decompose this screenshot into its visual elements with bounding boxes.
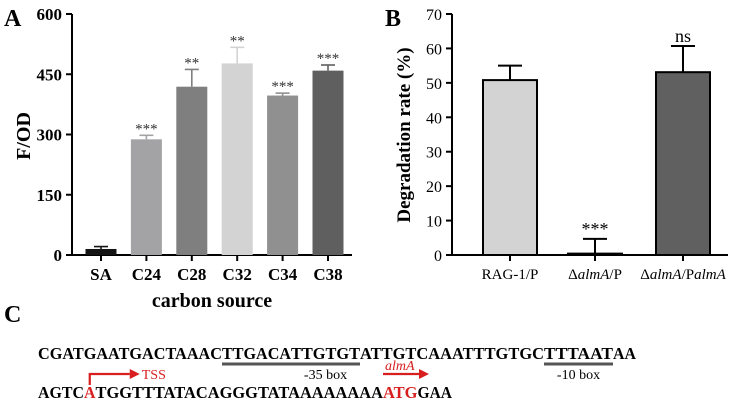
chart-a-bar — [85, 248, 117, 255]
chart-a-significance: *** — [135, 121, 158, 137]
chart-b-y-tick-label: 40 — [426, 110, 442, 127]
chart-b-significance: *** — [582, 219, 609, 239]
chart-b-y-tick-label: 10 — [426, 214, 442, 231]
minus-10-box-label: -10 box — [557, 368, 600, 383]
chart-b: 010203040506070RAG-1/P***ΔalmA/PnsΔalmA/… — [394, 7, 728, 283]
chart-b-category-label-part: Δ — [568, 267, 578, 283]
chart-a-y-tick-label: 150 — [37, 186, 63, 205]
chart-a-x-axis-label: carbon source — [152, 290, 272, 312]
minus-35-box-label: -35 box — [304, 368, 347, 383]
sequence-segment: CGATGAATGACTAAAC — [38, 344, 222, 363]
chart-b-category-label-part: almA — [694, 267, 727, 283]
sequence-segment: AGTC — [38, 383, 84, 402]
gene-label: almA — [385, 359, 415, 374]
chart-a-bar — [221, 63, 253, 255]
chart-a-category-label: C28 — [177, 265, 206, 284]
chart-b-category-label-part: /P — [682, 267, 695, 283]
chart-b-y-axis-label: Degradation rate (%) — [394, 47, 415, 222]
chart-b-y-tick-label: 20 — [426, 179, 442, 196]
sequence-segment: A — [84, 383, 96, 402]
panel-label-b: B — [385, 6, 401, 32]
sequence-segment: TTTAAT — [544, 344, 614, 363]
chart-a-significance: ** — [230, 33, 245, 49]
tss-arrow-icon — [88, 372, 130, 385]
chart-b-category-label-part: almA — [650, 267, 683, 283]
sequence-segment: TGGTTTATACAGGGTATAAAAAAAA — [96, 383, 384, 402]
sequence-segment: TTGTGT — [291, 344, 361, 363]
chart-b-category-label-part: Δ — [640, 267, 650, 283]
chart-a-category-label: SA — [90, 265, 112, 284]
chart-b-y-tick-label: 60 — [426, 41, 442, 58]
chart-a-y-tick-label: 600 — [37, 5, 63, 24]
chart-a-category-label: C24 — [132, 265, 162, 284]
panel-label-c: C — [4, 302, 21, 328]
sequence-segment: GAA — [418, 383, 453, 402]
tss-arrowhead-icon — [129, 369, 140, 379]
chart-a-bar — [267, 95, 299, 255]
chart-b-bar — [567, 252, 623, 257]
chart-a-bar — [130, 139, 162, 255]
chart-a-y-axis-label: F/OD — [13, 112, 35, 160]
chart-a-significance: *** — [317, 51, 340, 67]
chart-b-y-tick-label: 0 — [434, 248, 442, 265]
chart-b-category-label-part: almA — [578, 267, 611, 283]
chart-b-category-label-part: /P — [609, 267, 622, 283]
chart-a-category-label: C32 — [223, 265, 252, 284]
chart-b-y-tick-label: 70 — [426, 7, 442, 24]
chart-b-bar — [655, 71, 711, 257]
chart-b-bar — [482, 79, 538, 256]
chart-a-category-label: C34 — [268, 265, 298, 284]
chart-a-category-label: C38 — [313, 265, 342, 284]
chart-a-bar — [312, 70, 344, 255]
gene-arrowhead-icon — [419, 369, 429, 379]
chart-b-category-label: ΔalmA/P — [568, 267, 622, 283]
promoter-sequence: CGATGAATGACTAAAC TTGACA TTGTGT ATTGTCAAATTT… — [38, 344, 637, 402]
chart-b-category-label-part: RAG-1/P — [482, 267, 539, 283]
chart-b-category-label: RAG-1/P — [482, 267, 539, 283]
chart-b-significance: ns — [675, 26, 691, 46]
tss-label: TSS — [142, 368, 166, 383]
sequence-segment: TTGACA — [222, 344, 292, 363]
chart-b-y-tick-label: 30 — [426, 145, 442, 162]
chart-b-category-label: ΔalmA/PalmA — [640, 267, 726, 283]
sequence-segment: ATG — [383, 383, 418, 402]
sequence-segment: ATTGTCAAATTTGTGC — [360, 344, 544, 363]
chart-a: 0 150 300 450 600 SA *** C24 ** C28 ** C32 *** C34 ***… — [13, 5, 352, 312]
chart-a-y-tick-label: 0 — [54, 246, 63, 265]
panel-label-a: A — [4, 6, 22, 32]
chart-b-y-tick-label: 50 — [426, 76, 442, 93]
chart-a-y-tick-label: 300 — [37, 126, 63, 145]
chart-a-y-tick-label: 450 — [37, 65, 63, 84]
sequence-segment: AA — [613, 344, 637, 363]
chart-a-significance: ** — [184, 55, 199, 71]
chart-a-bar — [176, 86, 208, 256]
chart-a-significance: *** — [271, 79, 294, 95]
